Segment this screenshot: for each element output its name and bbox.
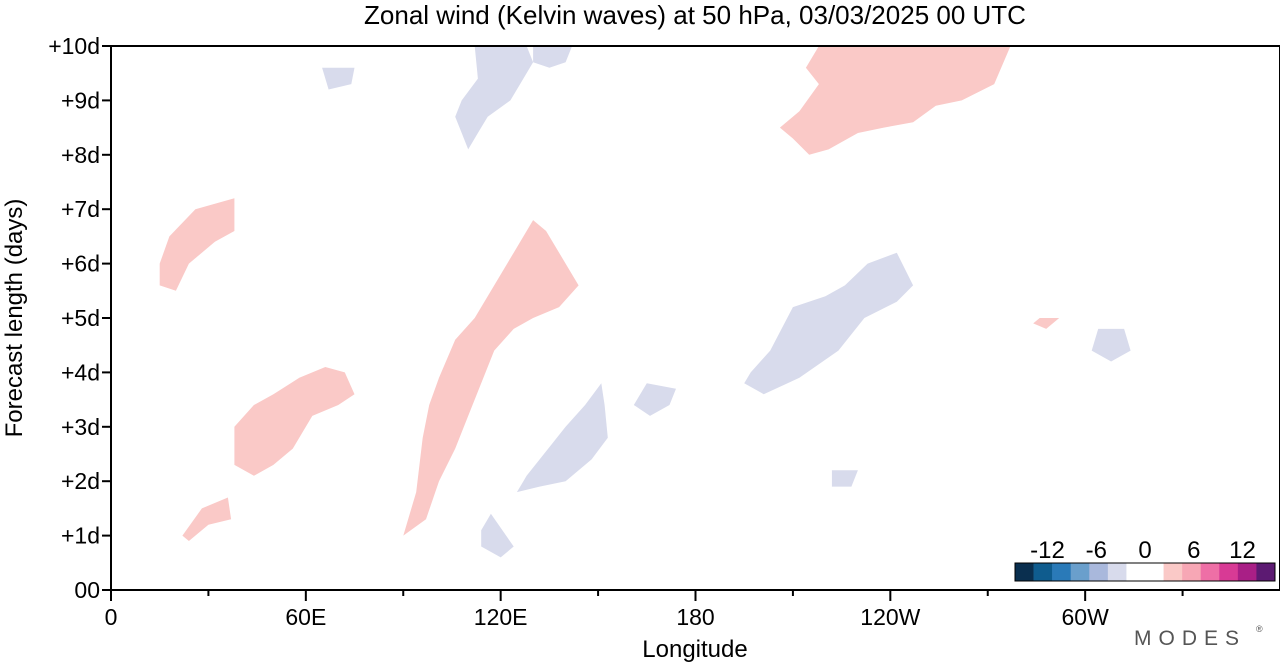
easterly-anomaly-2 bbox=[533, 46, 573, 68]
westerly-anomaly-6 bbox=[1033, 318, 1060, 329]
westerly-anomaly-5 bbox=[182, 497, 232, 541]
x-tick-label: 0 bbox=[105, 604, 118, 630]
y-tick-label: +8d bbox=[61, 142, 100, 168]
x-tick-label: 120E bbox=[474, 604, 528, 630]
colorbar-swatch bbox=[1089, 563, 1109, 581]
chart-title: Zonal wind (Kelvin waves) at 50 hPa, 03/… bbox=[364, 0, 1026, 30]
easterly-anomaly-8 bbox=[831, 470, 858, 487]
colorbar-frame bbox=[1014, 562, 1276, 582]
colorbar-swatch bbox=[1145, 563, 1164, 581]
brand-registered-mark: ® bbox=[1256, 624, 1263, 634]
y-axis: 00 +1d +2d +3d +4d +5d +6d +7d +8d +9d +10d bbox=[48, 33, 111, 603]
colorbar-label: -12 bbox=[1030, 537, 1065, 564]
colorbar-swatch bbox=[1015, 563, 1034, 581]
colorbar-swatch bbox=[1052, 563, 1072, 581]
colorbar-label: 6 bbox=[1187, 537, 1200, 564]
y-tick-label: 00 bbox=[74, 577, 100, 603]
colorbar-swatch bbox=[1256, 563, 1276, 581]
westerly-anomaly-1 bbox=[779, 46, 1011, 155]
y-axis-label: Forecast length (days) bbox=[1, 199, 28, 438]
colorbar-swatch bbox=[1237, 563, 1257, 581]
x-tick-label: 60W bbox=[1062, 604, 1110, 630]
easterly-anomaly-3 bbox=[516, 383, 608, 493]
colorbar-label: 12 bbox=[1229, 537, 1256, 564]
colorbar: -12 -6 0 6 12 bbox=[983, 533, 1279, 589]
westerly-anomaly-3 bbox=[234, 367, 355, 476]
colorbar-swatch bbox=[1219, 563, 1239, 581]
y-tick-label: +1d bbox=[61, 523, 100, 549]
wind-anomaly-contours bbox=[159, 46, 1131, 558]
y-tick-label: +10d bbox=[48, 33, 100, 59]
colorbar-swatch bbox=[1163, 563, 1183, 581]
y-tick-label: +3d bbox=[61, 414, 100, 440]
x-tick-label: 60E bbox=[285, 604, 326, 630]
colorbar-swatch bbox=[1182, 563, 1202, 581]
easterly-anomaly-7 bbox=[481, 513, 514, 558]
y-tick-label: +6d bbox=[61, 251, 100, 277]
colorbar-swatch bbox=[1070, 563, 1090, 581]
colorbar-swatch bbox=[1033, 563, 1053, 581]
y-tick-label: +9d bbox=[61, 87, 100, 113]
colorbar-label: 0 bbox=[1138, 537, 1151, 564]
colorbar-swatch bbox=[1200, 563, 1220, 581]
easterly-anomaly-5 bbox=[633, 383, 676, 416]
colorbar-swatch bbox=[1107, 563, 1127, 581]
easterly-anomaly-1 bbox=[455, 46, 534, 150]
y-tick-label: +4d bbox=[61, 359, 100, 385]
y-tick-label: +7d bbox=[61, 196, 100, 222]
westerly-anomaly-4 bbox=[159, 198, 235, 291]
plot-area bbox=[111, 46, 1280, 590]
easterly-anomaly-6 bbox=[1091, 328, 1131, 362]
westerly-anomaly-2 bbox=[403, 220, 579, 536]
colorbar-label: -6 bbox=[1086, 537, 1107, 564]
y-tick-label: +2d bbox=[61, 468, 100, 494]
x-tick-label: 120W bbox=[860, 604, 920, 630]
easterly-anomaly-9 bbox=[322, 67, 355, 90]
colorbar-swatch bbox=[1126, 563, 1146, 581]
brand-logo-text: MODES bbox=[1134, 627, 1246, 650]
y-tick-label: +5d bbox=[61, 305, 100, 331]
x-axis-label: Longitude bbox=[642, 636, 747, 663]
easterly-anomaly-4 bbox=[744, 252, 914, 395]
x-tick-label: 180 bbox=[676, 604, 714, 630]
x-axis: 0 60E 120E 180 120W 60W bbox=[105, 590, 1184, 630]
